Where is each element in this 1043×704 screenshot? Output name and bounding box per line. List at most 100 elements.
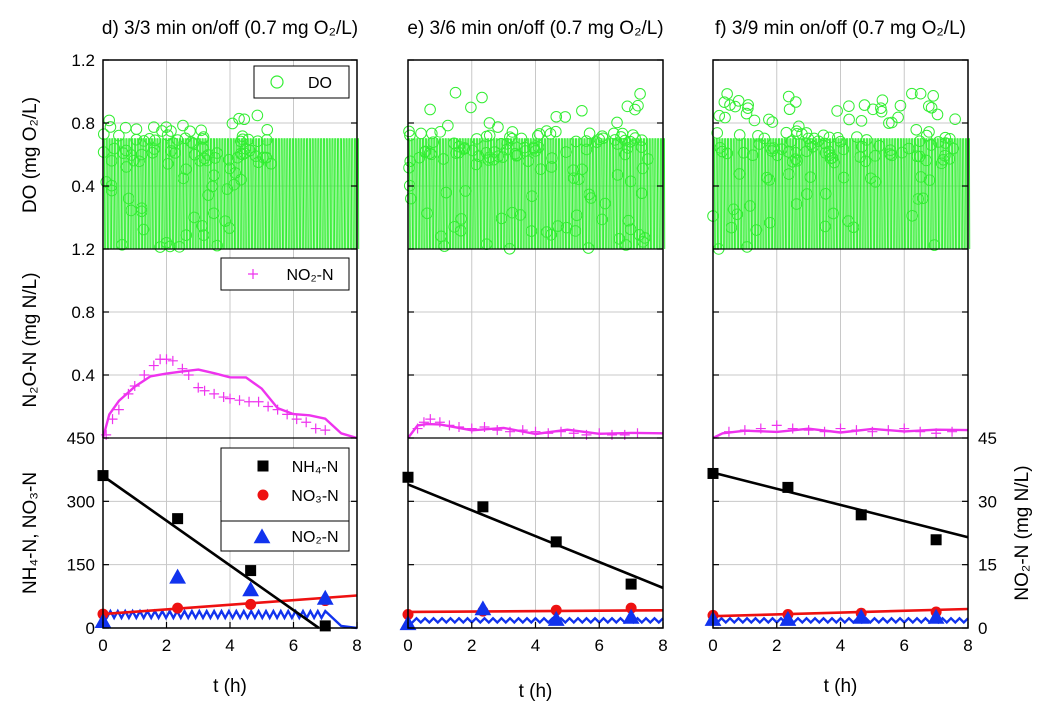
do-point	[545, 229, 557, 241]
do-point	[223, 153, 235, 166]
no2-point	[474, 600, 492, 616]
do-point	[932, 136, 945, 148]
n2o-point	[425, 414, 436, 425]
do-point	[633, 229, 646, 241]
do-point	[923, 126, 935, 138]
x-axis-label: t (h)	[824, 676, 858, 697]
n2o-point	[819, 426, 830, 437]
x-tick-label: 0	[708, 636, 717, 655]
legend-no2-label: NO₂-N	[291, 529, 338, 546]
do-point	[470, 158, 482, 171]
do-point	[506, 126, 519, 138]
do-point	[196, 220, 209, 232]
do-point	[937, 153, 950, 166]
do-point	[910, 123, 923, 136]
no3-line	[102, 594, 358, 616]
do-point	[783, 168, 795, 180]
n2o-point	[193, 382, 204, 393]
do-point	[106, 184, 118, 197]
do-point	[582, 242, 595, 254]
do-point	[476, 91, 488, 104]
do-point	[869, 176, 882, 188]
do-point	[791, 154, 804, 167]
do-point	[740, 107, 753, 120]
n2o-point	[209, 388, 220, 399]
do-point	[624, 135, 637, 148]
do-point	[873, 140, 886, 152]
do-point	[465, 101, 477, 114]
do-point	[251, 109, 264, 122]
x-tick-label: 8	[963, 636, 972, 655]
do-point	[100, 176, 113, 188]
y-axis-label-n: NH₄-N, NO₃-N	[20, 472, 41, 594]
do-point	[737, 146, 750, 159]
do-point	[434, 126, 446, 138]
do-point	[161, 129, 174, 141]
do-point	[635, 187, 648, 200]
do-point	[608, 127, 620, 140]
y-tick-label-right: 0	[978, 619, 987, 638]
x-tick-label: 4	[531, 636, 540, 655]
nh4-point	[625, 578, 637, 590]
nh4-point	[172, 513, 184, 525]
do-point	[104, 121, 117, 133]
n2o-point	[723, 426, 734, 437]
no3-point	[245, 598, 257, 610]
n2o-point	[113, 404, 124, 415]
legend-no2-plus-marker	[248, 269, 258, 279]
x-axis-label: t (h)	[519, 681, 553, 702]
do-point	[885, 149, 898, 162]
x-tick-label: 4	[836, 636, 845, 655]
do-point	[156, 125, 168, 137]
do-point	[164, 240, 176, 253]
do-point	[487, 153, 500, 166]
n2o-point	[412, 423, 423, 434]
do-point	[721, 147, 733, 160]
do-point	[800, 145, 813, 158]
do-point	[923, 174, 936, 186]
y-tick-label-right: 45	[978, 429, 997, 448]
do-point	[238, 113, 251, 126]
do-point	[567, 172, 580, 184]
do-point	[405, 192, 417, 205]
do-point	[580, 143, 593, 156]
n2o-point	[107, 414, 118, 425]
do-point	[925, 139, 937, 151]
do-point	[826, 152, 839, 164]
n2o-point	[755, 423, 766, 434]
legend-do-label: DO	[308, 75, 332, 92]
do-point	[939, 131, 952, 144]
do-point	[944, 133, 956, 145]
y-axis-label-n2o: N₂O-N (mg N/L)	[20, 272, 41, 407]
do-point	[804, 138, 817, 150]
do-point	[624, 175, 637, 188]
y-tick-label-right: 30	[978, 492, 997, 511]
no2-point	[242, 581, 260, 597]
do-point	[733, 168, 746, 180]
do-point	[455, 213, 468, 225]
do-point	[913, 135, 926, 147]
do-point	[635, 141, 648, 153]
do-point	[775, 143, 788, 155]
legend-no2-marker	[253, 528, 271, 544]
no2-line	[102, 608, 358, 630]
do-point	[501, 138, 513, 150]
do-point	[800, 127, 813, 139]
n2o-point	[320, 425, 331, 436]
do-point	[838, 171, 850, 184]
n2o-point	[851, 425, 862, 436]
do-point	[823, 131, 836, 144]
do-point	[819, 137, 831, 150]
n2o-point	[418, 417, 429, 428]
n2o-point	[931, 428, 942, 439]
do-point	[413, 151, 426, 164]
do-point	[569, 225, 582, 237]
do-point	[790, 198, 803, 210]
do-point	[448, 137, 460, 150]
do-point	[223, 222, 236, 234]
do-point	[180, 163, 192, 176]
do-point	[208, 169, 220, 182]
do-point	[621, 142, 634, 154]
do-point	[724, 99, 736, 111]
